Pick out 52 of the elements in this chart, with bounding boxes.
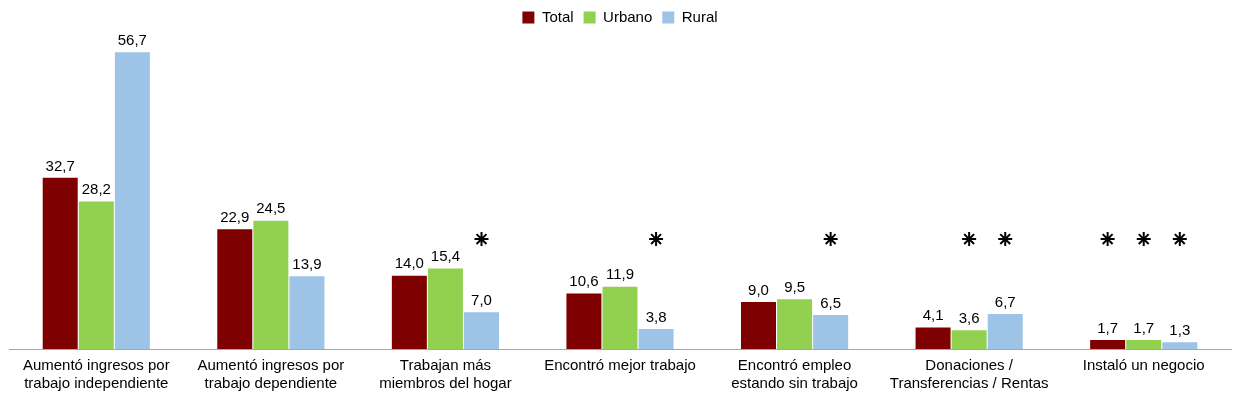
data-label: 9,0	[748, 280, 769, 298]
bar	[253, 220, 289, 349]
data-label: 14,0	[394, 254, 424, 272]
data-label: 13,9	[292, 254, 322, 272]
data-label: 6,5	[820, 293, 842, 311]
data-label: 4,1	[922, 306, 944, 324]
data-label: 32,7	[45, 156, 75, 174]
x-tick-label: Aumentó ingresos por trabajo dependiente	[197, 356, 345, 392]
data-label: 24,5	[256, 199, 286, 217]
bar	[78, 201, 114, 349]
bar	[217, 229, 253, 349]
data-label: 9,5	[784, 277, 805, 295]
x-tick-label: Encontró mejor trabajo	[544, 356, 696, 374]
legend-label: Urbano	[603, 7, 653, 25]
data-label: 7,0	[471, 291, 492, 309]
data-label: 56,7	[117, 30, 147, 48]
x-tick-label: Aumentó ingresos por trabajo independiente	[22, 356, 170, 392]
bar	[289, 276, 325, 349]
bar	[741, 301, 776, 349]
x-tick-label: Donaciones / Transferencias / Rentas	[889, 356, 1049, 392]
bar	[42, 177, 78, 349]
bar	[1126, 340, 1162, 349]
bar	[1090, 340, 1126, 349]
data-label: 10,6	[569, 272, 599, 290]
data-label: 1,7	[1133, 318, 1155, 336]
bar	[427, 268, 463, 349]
x-tick-label: Instaló un negocio	[1082, 356, 1205, 374]
bar	[114, 52, 150, 349]
data-label: 1,3	[1169, 320, 1191, 338]
legend-label: Total	[541, 7, 574, 25]
data-label: 3,8	[645, 307, 667, 325]
bar	[566, 293, 602, 349]
bar	[987, 313, 1023, 349]
bar	[638, 329, 674, 349]
bar	[915, 327, 951, 349]
data-label: 3,6	[958, 308, 980, 326]
data-label: 6,7	[994, 292, 1016, 310]
bar	[602, 286, 638, 349]
bar	[464, 312, 500, 349]
bar	[1162, 342, 1198, 349]
x-tick-label: Trabajan más miembros del hogar	[379, 356, 512, 392]
data-label: 11,9	[605, 265, 635, 283]
bar	[813, 314, 849, 349]
legend-label: Rural	[681, 7, 718, 25]
x-tick-label: Encontró empleo estando sin trabajo	[731, 356, 858, 392]
data-label: 28,2	[81, 180, 111, 198]
bar	[951, 330, 987, 349]
data-label: 15,4	[430, 247, 461, 265]
data-label: 22,9	[220, 207, 250, 225]
bar	[391, 275, 427, 349]
bar	[777, 299, 813, 349]
data-label: 1,7	[1097, 318, 1119, 336]
